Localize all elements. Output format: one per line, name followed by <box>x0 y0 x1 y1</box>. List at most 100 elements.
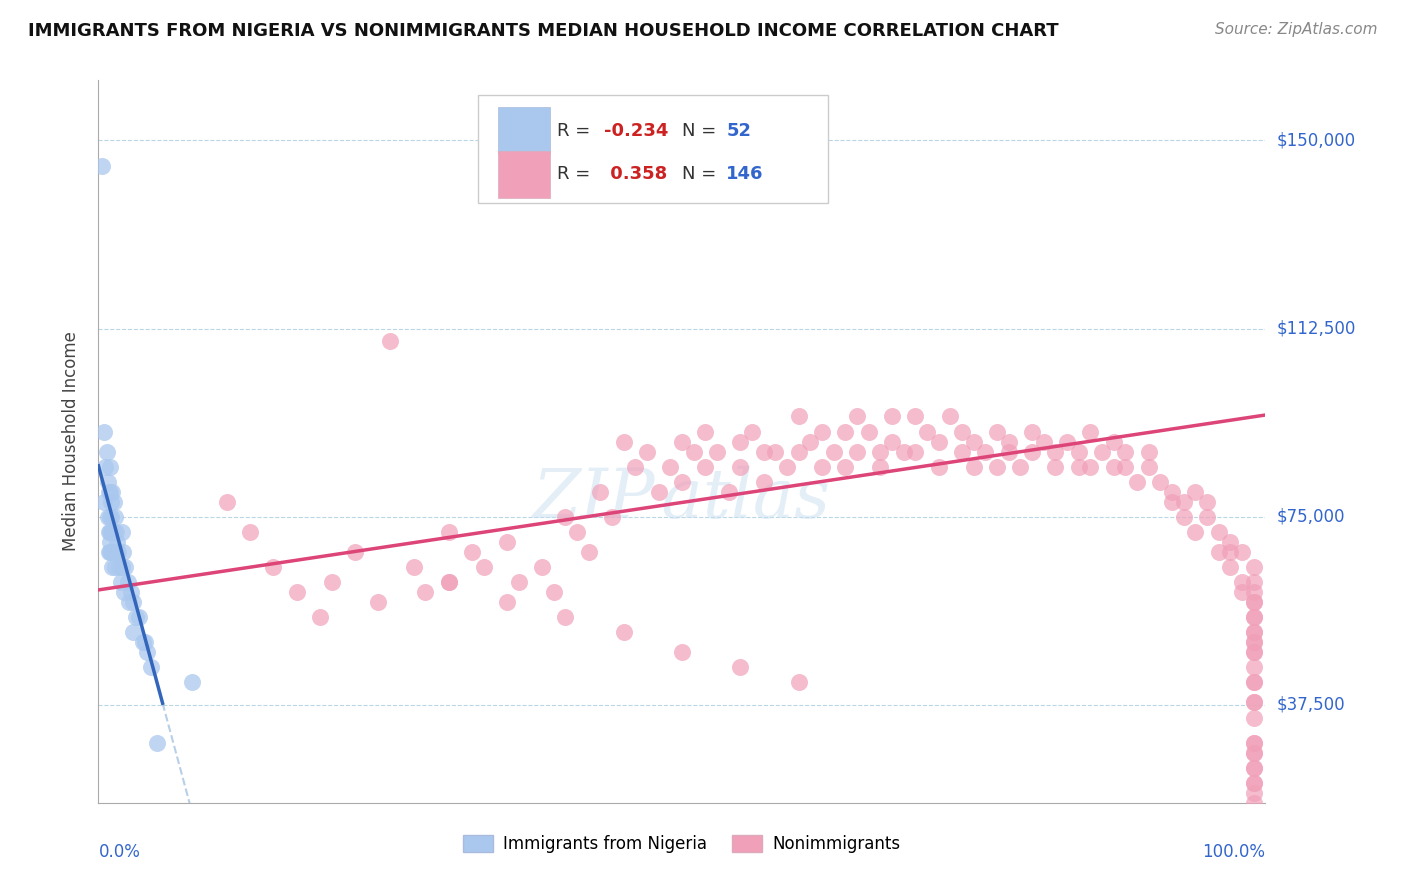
Point <box>100 494 122 508</box>
Point <box>1243 675 1265 690</box>
Text: 0.358: 0.358 <box>603 165 666 183</box>
Point <box>461 545 484 559</box>
Point <box>239 524 262 539</box>
Point <box>117 574 139 589</box>
Point <box>134 635 156 649</box>
Point <box>799 434 821 449</box>
Point <box>1243 610 1265 624</box>
Point <box>1137 444 1160 458</box>
Point <box>986 425 1008 439</box>
Point <box>717 484 740 499</box>
Text: R =: R = <box>557 165 596 183</box>
Point <box>1045 444 1067 458</box>
Point <box>413 585 436 599</box>
Point <box>706 444 728 458</box>
Point <box>659 459 682 474</box>
Point <box>1102 459 1125 474</box>
Text: -0.234: -0.234 <box>603 122 668 140</box>
Point <box>1114 444 1136 458</box>
Point <box>1243 696 1265 710</box>
Point <box>636 444 658 458</box>
Point <box>104 509 127 524</box>
Point <box>986 459 1008 474</box>
Point <box>915 425 938 439</box>
Point <box>1243 585 1265 599</box>
Point <box>111 560 134 574</box>
Point <box>695 459 717 474</box>
Point <box>98 484 121 499</box>
Point <box>904 444 927 458</box>
Point <box>962 459 984 474</box>
Point <box>285 585 308 599</box>
Point <box>110 574 132 589</box>
Point <box>139 660 162 674</box>
Point <box>97 545 120 559</box>
Point <box>146 735 169 749</box>
Point <box>1243 746 1265 760</box>
Point <box>950 444 973 458</box>
Point <box>1243 776 1265 790</box>
Point <box>997 434 1019 449</box>
FancyBboxPatch shape <box>478 95 828 203</box>
Point <box>1230 545 1253 559</box>
Point <box>730 434 752 449</box>
Point <box>776 459 799 474</box>
Point <box>1243 595 1265 609</box>
Point <box>132 635 155 649</box>
Point <box>1230 585 1253 599</box>
Point <box>98 534 121 549</box>
Text: $37,500: $37,500 <box>1277 696 1346 714</box>
Point <box>1032 434 1054 449</box>
Point <box>1243 645 1265 659</box>
Point <box>111 545 134 559</box>
Point <box>939 409 962 424</box>
Point <box>437 574 460 589</box>
Point <box>1243 675 1265 690</box>
Point <box>1010 459 1032 474</box>
Point <box>858 425 880 439</box>
Point <box>105 534 128 549</box>
Point <box>752 444 775 458</box>
Point <box>1126 475 1149 489</box>
Point <box>122 625 145 640</box>
Point <box>90 159 112 173</box>
Point <box>118 595 141 609</box>
Point <box>811 459 834 474</box>
Point <box>100 524 122 539</box>
Point <box>1149 475 1171 489</box>
Point <box>1080 459 1102 474</box>
Point <box>1021 444 1043 458</box>
Point <box>1219 534 1241 549</box>
Point <box>589 484 612 499</box>
Point <box>834 425 856 439</box>
Point <box>1243 710 1265 724</box>
Point <box>565 524 588 539</box>
Point <box>811 425 834 439</box>
Point <box>93 425 115 439</box>
Text: N =: N = <box>682 165 721 183</box>
Point <box>1067 459 1090 474</box>
Point <box>112 585 135 599</box>
Point <box>437 524 460 539</box>
Point <box>98 524 121 539</box>
Point <box>846 444 869 458</box>
Point <box>1243 625 1265 640</box>
Point <box>1243 761 1265 775</box>
Point <box>787 409 810 424</box>
Point <box>100 509 122 524</box>
Point <box>321 574 343 589</box>
Point <box>869 459 891 474</box>
Point <box>496 534 519 549</box>
Point <box>125 610 148 624</box>
Point <box>111 524 134 539</box>
Point <box>1219 560 1241 574</box>
Point <box>1114 459 1136 474</box>
Point <box>215 494 238 508</box>
Point <box>752 475 775 489</box>
Point <box>107 545 129 559</box>
Point <box>104 545 127 559</box>
Point <box>98 545 121 559</box>
Point <box>93 494 115 508</box>
Point <box>96 444 118 458</box>
Point <box>1091 444 1114 458</box>
